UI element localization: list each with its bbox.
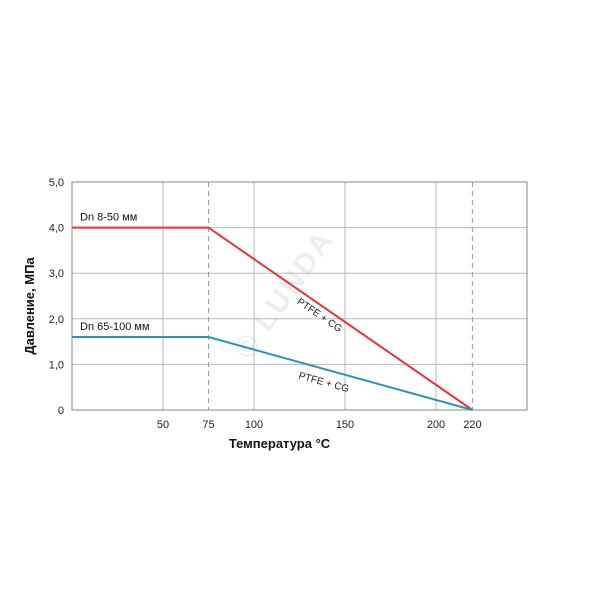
x-tick-labels: 50 75 100 150 200 220 xyxy=(157,419,482,431)
series-line-0 xyxy=(72,226,473,411)
x-tick-label: 220 xyxy=(463,419,481,431)
y-tick-label: 0 xyxy=(58,405,64,417)
watermark-text: © LUNDA xyxy=(228,224,341,365)
y-tick-label: 5,0 xyxy=(49,177,64,189)
x-tick-label: 50 xyxy=(157,419,169,431)
plot-frame xyxy=(71,181,528,411)
series-lines xyxy=(72,226,473,411)
x-axis-title: Температура °С xyxy=(229,436,331,451)
series-name-label: Dn 65-100 мм xyxy=(80,321,150,333)
y-tick-label: 2,0 xyxy=(49,314,64,326)
y-tick-label: 3,0 xyxy=(49,268,64,280)
y-tick-label: 4,0 xyxy=(49,223,64,235)
y-tick-label: 1,0 xyxy=(49,359,64,371)
x-tick-label: 75 xyxy=(202,419,214,431)
x-tick-label: 150 xyxy=(336,419,354,431)
reference-lines xyxy=(208,182,473,410)
y-tick-labels: 0 1,0 2,0 3,0 4,0 5,0 xyxy=(49,177,64,417)
x-tick-label: 100 xyxy=(245,419,263,431)
x-tick-label: 200 xyxy=(427,419,445,431)
series-line-1 xyxy=(72,336,473,411)
series-name-label: Dn 8-50 мм xyxy=(80,212,137,224)
y-axis-title: Давление, МПа xyxy=(22,257,37,355)
